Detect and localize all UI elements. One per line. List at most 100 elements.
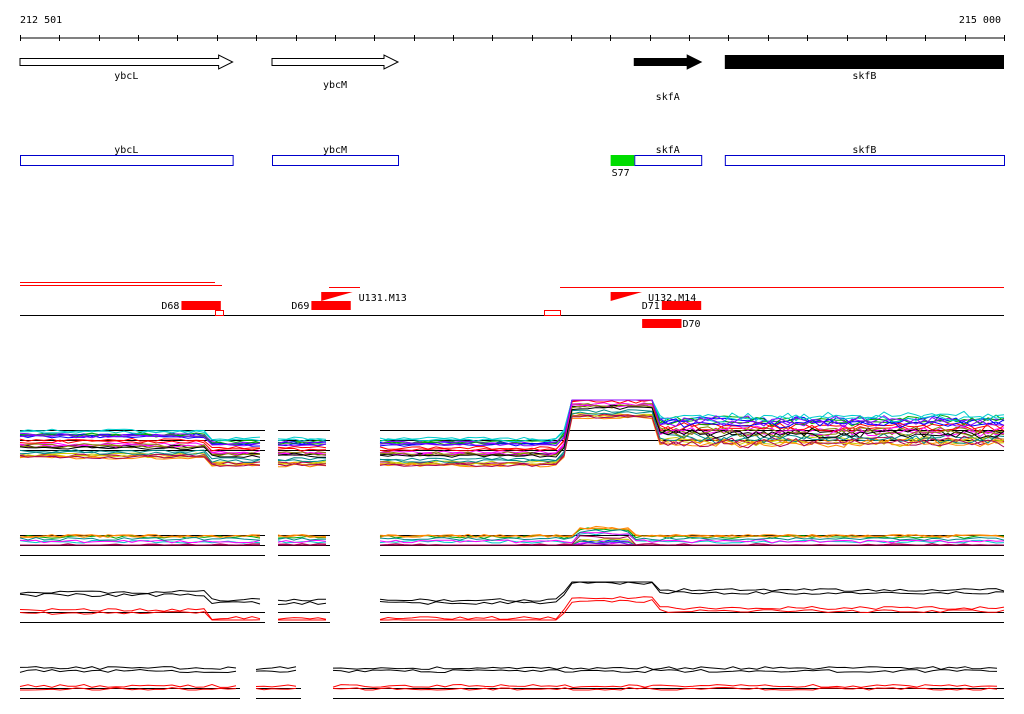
signal-line	[277, 533, 327, 538]
signal-line	[19, 437, 261, 450]
signal-line	[332, 683, 998, 689]
segment-bar	[661, 301, 702, 310]
signal-line	[332, 666, 998, 670]
signal-line	[19, 683, 237, 688]
signal-line	[19, 593, 261, 605]
annotation-label: skfB	[852, 145, 876, 156]
coordinate-start-label: 212 501	[20, 15, 62, 26]
signal-line	[277, 441, 327, 445]
signal-line	[277, 617, 327, 620]
signal-line	[255, 669, 297, 673]
signal-line	[277, 537, 327, 541]
signal-line	[277, 451, 327, 455]
signal-line	[19, 449, 261, 461]
signal-line	[19, 455, 261, 467]
segment-label: D68	[161, 301, 179, 312]
signal-line	[379, 529, 1005, 541]
signal-line	[379, 526, 1005, 539]
signal-line	[19, 444, 261, 457]
signal-line	[379, 403, 1005, 456]
ruler-ticks	[20, 35, 1005, 41]
signal-line	[379, 415, 1005, 468]
signal-line	[379, 413, 1005, 465]
signal-line	[379, 399, 1005, 445]
segment-label: D71	[642, 301, 660, 312]
signal-line	[379, 581, 1005, 605]
signal-line	[277, 447, 327, 452]
signal-line	[332, 686, 998, 691]
gene-label: ybcL	[114, 71, 138, 82]
signal-line	[277, 463, 327, 467]
signal-line	[19, 446, 261, 458]
annotation-label: ybcL	[114, 145, 138, 156]
segment-label: D69	[291, 301, 309, 312]
signal-line	[379, 399, 1005, 447]
signal-line	[19, 455, 261, 467]
signal-line	[277, 543, 327, 546]
small-segment-marker	[215, 310, 224, 316]
highlight-label: S77	[612, 168, 630, 179]
signal-line	[379, 399, 1005, 443]
signal-line	[20, 687, 237, 691]
annotation-track: ybcL ybcM skfA skfB S77	[20, 145, 1005, 179]
signal-line	[379, 402, 1005, 454]
gene-label: skfA	[656, 92, 680, 103]
signal-line	[19, 434, 261, 447]
signal-line	[19, 589, 261, 602]
signal-line	[277, 601, 327, 605]
signal-line	[19, 533, 261, 538]
signal-line	[19, 611, 261, 621]
annotation-box	[20, 155, 234, 166]
signal-line	[19, 439, 261, 452]
signal-line	[19, 608, 261, 621]
signal-line	[277, 454, 326, 458]
signal-line	[19, 450, 261, 463]
signal-line	[379, 581, 1005, 602]
segment-track: D68 D69 D71 D70 U131.M13 U132.M14	[20, 282, 1004, 330]
signal-line	[379, 414, 1005, 467]
upstream-feature	[610, 292, 643, 301]
signal-line	[380, 599, 1005, 621]
signal-line	[277, 539, 327, 543]
annotation-box	[724, 155, 1005, 166]
highlight-region	[610, 155, 635, 166]
signal-line	[379, 399, 1005, 446]
gene-label: skfB	[852, 71, 876, 82]
annotation-label: skfA	[656, 145, 680, 156]
signal-line	[379, 525, 1005, 538]
signal-line	[379, 404, 1005, 457]
upstream-feature-label: U131.M13	[359, 293, 407, 304]
segment-label: D70	[683, 319, 701, 330]
coordinate-ruler	[20, 35, 1005, 41]
gene-track: ybcL ybcM skfA skfB	[19, 54, 1004, 103]
gene-arrow	[271, 54, 400, 70]
annotation-label: ybcM	[323, 145, 347, 156]
signal-line	[277, 443, 327, 447]
signal-line	[19, 454, 261, 466]
segment-bar	[181, 301, 221, 310]
signal-line	[379, 399, 1005, 450]
gene-label: ybcM	[323, 80, 347, 91]
signal-line	[255, 666, 297, 670]
small-segment-marker	[544, 310, 561, 316]
signal-line	[277, 540, 327, 544]
signal-line	[19, 434, 261, 447]
gene-arrow	[633, 54, 703, 70]
signal-line	[19, 539, 261, 544]
signal-line	[277, 457, 327, 461]
signal-line	[255, 684, 297, 688]
segment-bar	[311, 301, 351, 310]
signal-line	[277, 598, 327, 602]
signal-line	[379, 531, 1005, 544]
annotation-box	[272, 155, 400, 166]
signal-line	[332, 668, 998, 674]
signal-line	[19, 666, 237, 670]
signal-line	[19, 444, 261, 456]
signal-line	[19, 536, 261, 542]
signal-line	[379, 406, 1005, 458]
signal-line	[19, 668, 237, 674]
signal-line	[19, 433, 261, 445]
signal-line	[277, 445, 327, 449]
signal-line	[255, 687, 297, 691]
